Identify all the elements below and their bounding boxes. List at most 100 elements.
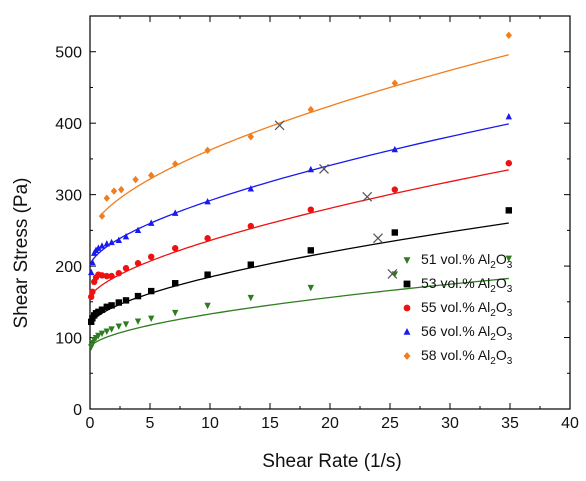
data-point: [118, 185, 125, 194]
y-tick-label: 500: [55, 45, 82, 62]
data-point: [307, 247, 314, 254]
legend-entry: 53 vol.% Al2O3: [403, 275, 513, 295]
data-point: [88, 344, 95, 351]
data-point: [103, 240, 110, 247]
data-point: [403, 328, 411, 335]
x-tick-label: 0: [86, 415, 95, 432]
data-point: [307, 105, 314, 114]
data-point: [505, 159, 512, 167]
data-point: [122, 321, 130, 328]
data-point: [122, 297, 130, 304]
data-point: [505, 31, 512, 39]
crossover-point: [362, 191, 373, 202]
data-point: [391, 79, 398, 87]
fit-line: [101, 54, 509, 215]
data-point: [204, 197, 211, 205]
x-axis-title: Shear Rate (1/s): [262, 451, 401, 472]
x-tick-label: 5: [146, 415, 155, 432]
data-point: [148, 315, 155, 323]
data-point: [172, 309, 179, 317]
data-point: [89, 288, 96, 296]
data-point: [148, 219, 155, 226]
x-tick-label: 15: [261, 415, 279, 432]
data-point: [172, 160, 179, 168]
fit-line: [90, 123, 509, 263]
data-point: [391, 186, 398, 193]
data-point: [307, 284, 314, 292]
data-point: [98, 306, 106, 313]
data-point: [88, 268, 95, 276]
data-point: [247, 133, 254, 141]
data-point: [110, 187, 118, 195]
data-point: [247, 185, 254, 192]
crossover-point: [373, 233, 383, 244]
data-point: [115, 299, 122, 306]
data-point: [122, 232, 130, 240]
data-point: [103, 194, 110, 202]
data-point: [204, 146, 211, 155]
data-markers: [88, 31, 512, 351]
data-point: [204, 302, 211, 310]
data-point: [247, 261, 254, 268]
data-point: [391, 229, 398, 236]
data-point: [505, 112, 512, 120]
crossover-point: [387, 269, 398, 279]
data-point: [134, 226, 142, 233]
legend-label: 51 vol.% Al2O3: [421, 251, 513, 271]
crossover-point: [274, 120, 285, 131]
data-point: [307, 206, 314, 213]
data-point: [98, 330, 106, 338]
data-point: [148, 287, 155, 295]
data-point: [95, 308, 102, 316]
data-point: [108, 272, 115, 280]
data-point: [88, 318, 95, 326]
cross-stroke: [319, 163, 329, 174]
data-point: [134, 260, 142, 267]
crossover-markers: [274, 120, 398, 279]
data-point: [108, 302, 115, 309]
x-tick-label: 25: [381, 415, 399, 432]
y-tick-label: 0: [73, 402, 82, 419]
data-point: [115, 236, 122, 243]
x-tick-label: 30: [441, 415, 459, 432]
data-point: [307, 165, 314, 173]
cross-stroke: [362, 191, 373, 202]
legend-label: 56 vol.% Al2O3: [421, 323, 513, 343]
cross-stroke: [373, 233, 383, 244]
data-point: [204, 235, 211, 242]
data-point: [403, 257, 411, 264]
x-tick-label: 10: [201, 415, 219, 432]
legend-entry: 55 vol.% Al2O3: [403, 299, 513, 319]
crossover-point: [319, 163, 329, 174]
y-axis-title: Shear Stress (Pa): [11, 178, 32, 329]
data-point: [134, 292, 142, 300]
data-point: [108, 238, 115, 246]
data-point: [148, 253, 155, 261]
data-point: [204, 271, 211, 278]
data-point: [103, 328, 110, 335]
data-point: [122, 265, 130, 272]
data-point: [247, 294, 254, 302]
data-point: [98, 242, 106, 249]
y-tick-label: 400: [55, 116, 82, 133]
data-point: [89, 258, 96, 266]
data-point: [134, 318, 142, 325]
legend-label: 55 vol.% Al2O3: [421, 299, 513, 319]
y-tick-label: 200: [55, 259, 82, 276]
cross-stroke: [274, 120, 285, 131]
data-point: [148, 171, 155, 180]
data-point: [95, 244, 102, 251]
legend-entry: 51 vol.% Al2O3: [403, 251, 513, 271]
data-point: [95, 332, 102, 340]
data-point: [505, 207, 512, 214]
x-tick-label: 40: [561, 415, 579, 432]
legend-entry: 58 vol.% Al2O3: [403, 347, 513, 367]
data-point: [403, 352, 411, 360]
data-point: [98, 272, 106, 279]
legend: 51 vol.% Al2O3 53 vol.% Al2O3 55 vol.% Al2…: [403, 251, 513, 367]
data-point: [103, 272, 111, 280]
data-point: [108, 326, 115, 333]
data-point: [403, 280, 411, 288]
x-tick-label: 35: [501, 415, 519, 432]
data-point: [172, 280, 179, 287]
